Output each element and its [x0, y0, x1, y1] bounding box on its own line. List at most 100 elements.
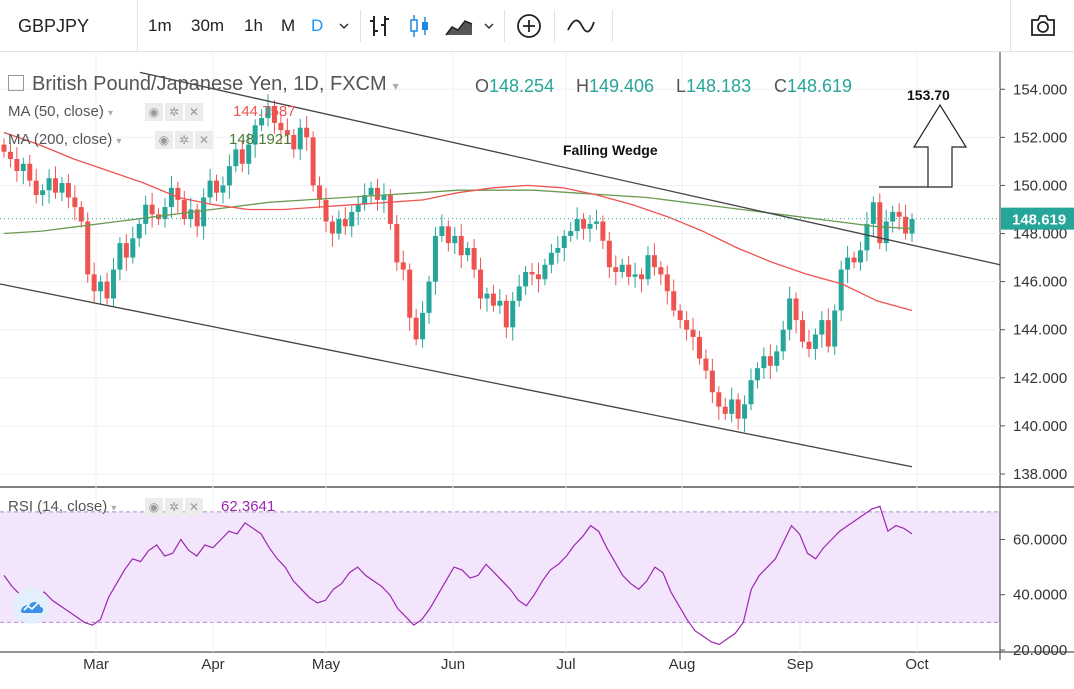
candle-body [7, 151, 13, 159]
time-tick-label: Mar [83, 656, 109, 673]
candle-body [651, 255, 657, 268]
candle-body [214, 180, 220, 193]
candle-body [207, 180, 213, 198]
chevron-down-icon[interactable] [337, 19, 351, 38]
time-tick-label: Apr [201, 656, 224, 673]
candle-body [387, 195, 393, 224]
candle-body [619, 264, 625, 272]
ma50-legend: MA (50, close) ▾ [8, 103, 114, 120]
close-icon[interactable]: ✕ [195, 131, 213, 149]
series-box-icon [8, 75, 24, 91]
close-icon[interactable]: ✕ [185, 498, 203, 516]
candle-body [458, 235, 464, 256]
snapshot-button[interactable] [1010, 0, 1074, 52]
candle-body [226, 166, 232, 186]
timeframe-1h[interactable]: 1h [244, 16, 263, 35]
candle-body [40, 190, 46, 196]
candle-body [535, 274, 541, 280]
ohlc-open: O148.254 [475, 76, 555, 96]
visibility-icon[interactable]: ◉ [145, 498, 163, 516]
candle-body [645, 255, 651, 280]
logo-icon [13, 588, 49, 624]
candle-body [490, 293, 496, 306]
target-arrow [879, 103, 968, 188]
candle-body [246, 144, 252, 164]
timeframe-30m[interactable]: 30m [191, 16, 225, 35]
chevron-down-icon[interactable]: ▾ [392, 79, 399, 93]
timeframe-month[interactable]: M [281, 16, 296, 35]
candle-body [568, 231, 574, 236]
close-icon[interactable]: ✕ [185, 103, 203, 121]
time-tick-label: Jun [441, 656, 465, 673]
bar-style-icon[interactable] [368, 13, 392, 44]
symbol-search[interactable]: GBPJPY [0, 0, 138, 52]
candle-body [825, 320, 831, 347]
indicator-icon[interactable] [566, 16, 596, 41]
candle-body [465, 247, 471, 256]
candle-body [690, 329, 696, 337]
candle-body [864, 223, 870, 251]
ma200-controls: ◉ ✲ ✕ [155, 131, 213, 149]
candle-body [317, 185, 323, 200]
chevron-down-icon[interactable] [482, 19, 496, 38]
candle-body [426, 281, 432, 313]
candle-body [413, 317, 419, 340]
candle-body [851, 257, 857, 263]
candle-body [432, 235, 438, 282]
candle-body [548, 252, 554, 265]
visibility-icon[interactable]: ◉ [155, 131, 173, 149]
pattern-label: Falling Wedge [563, 142, 658, 158]
time-tick-label: Oct [905, 656, 929, 673]
candle-body [323, 199, 329, 222]
current-price-label: 148.619 [1012, 212, 1066, 229]
candle-body [523, 272, 529, 287]
candle-body [46, 178, 52, 191]
candle-body [845, 257, 851, 270]
candle-body [445, 226, 451, 244]
candle-body [336, 219, 342, 234]
candle-body [72, 197, 78, 208]
candle-body [497, 300, 503, 306]
timeframe-day[interactable]: D [311, 16, 324, 35]
candle-body [201, 197, 207, 227]
candle-body [600, 221, 606, 241]
candle-body [735, 399, 741, 419]
visibility-icon[interactable]: ◉ [145, 103, 163, 121]
candle-body [439, 226, 445, 236]
candle-body [188, 209, 194, 220]
candle-body [639, 274, 645, 280]
area-style-icon[interactable] [444, 13, 474, 44]
candle-body [478, 269, 484, 299]
ma50-value: 144.7587 [233, 103, 296, 120]
candle-body [27, 163, 33, 181]
rsi-tick-label: 40.0000 [1013, 587, 1067, 604]
ma50-controls: ◉ ✲ ✕ [145, 103, 203, 121]
candle-body [857, 250, 863, 263]
timeframe-1m[interactable]: 1m [148, 16, 172, 35]
candle-body [587, 223, 593, 229]
candle-body [555, 247, 561, 253]
candle-body [1, 144, 7, 152]
time-tick-label: Aug [669, 656, 696, 673]
candle-body [104, 281, 110, 299]
candle-body [877, 202, 883, 244]
settings-icon[interactable]: ✲ [165, 103, 183, 121]
candle-body [503, 300, 509, 328]
settings-icon[interactable]: ✲ [165, 498, 183, 516]
series-title: British Pound/Japanese Yen, 1D, FXCM ▾ [8, 73, 399, 96]
candle-body [832, 310, 838, 347]
candle-body [452, 235, 458, 244]
settings-icon[interactable]: ✲ [175, 131, 193, 149]
candle-style-icon[interactable] [408, 13, 432, 44]
rsi-band [0, 511, 1000, 623]
add-compare-icon[interactable] [516, 13, 542, 44]
chart-canvas[interactable]: Mar Apr May Jun Jul Aug Sep Oct 154.000 152.000 15… [0, 52, 1074, 689]
candle-body [123, 243, 129, 258]
candle-body [149, 204, 155, 215]
candle-body [14, 158, 20, 172]
candle-body [239, 149, 245, 164]
price-tick-label: 150.000 [1013, 177, 1067, 194]
price-tick-label: 148.000 [1013, 226, 1067, 243]
candle-body [696, 336, 702, 359]
current-price-tag [1001, 207, 1074, 230]
